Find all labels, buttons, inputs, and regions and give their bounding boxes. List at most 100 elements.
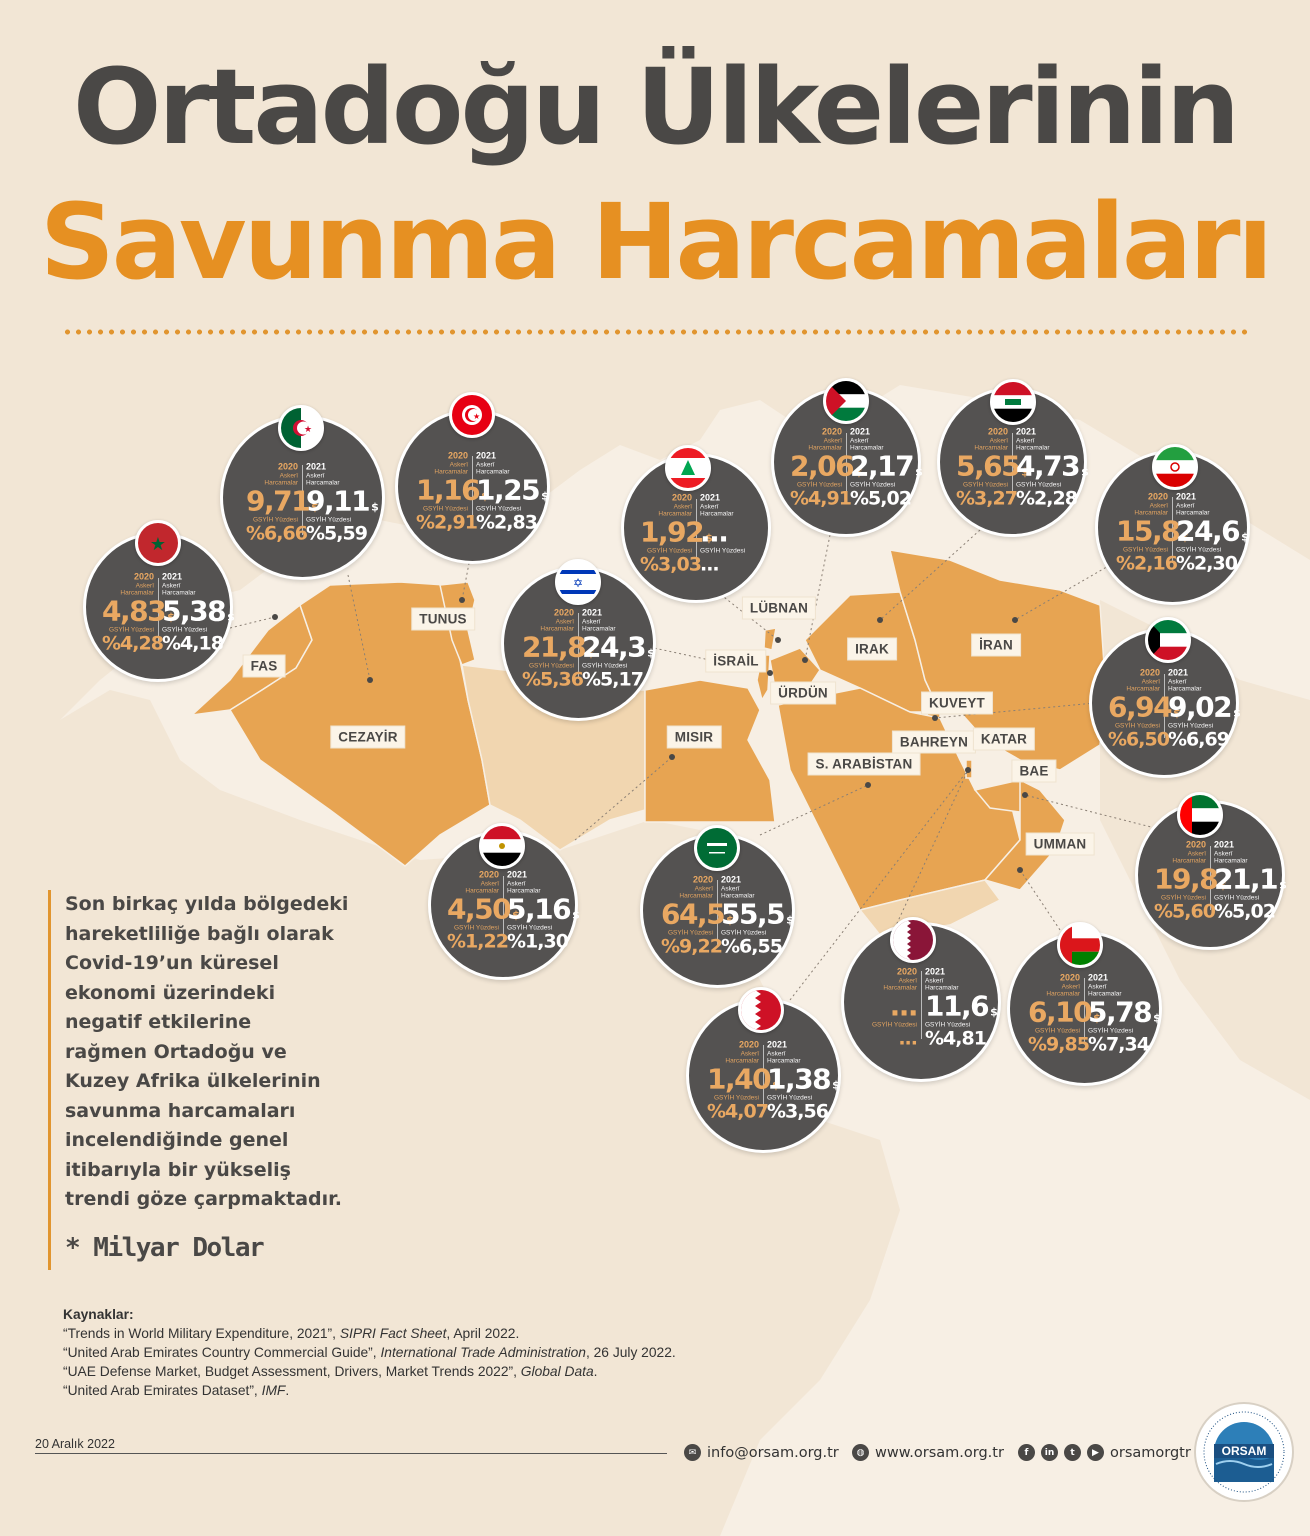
web-link[interactable]: ◍ www.orsam.org.tr (852, 1444, 1004, 1461)
jordan-flag-icon (823, 378, 869, 424)
morocco-flag-icon: ★ (135, 520, 181, 566)
saudi-flag-icon (694, 825, 740, 871)
bubble-katar: 2020 Askerî Harcamalar... GSYİH Yüzdesi...… (841, 922, 1001, 1082)
gdp-2021-value: ... (700, 553, 720, 576)
spending-2020-value: 2,06 $ (790, 449, 863, 483)
spending-2021-value: 5,16 $ (507, 892, 580, 926)
year-2021-label: 2021 (1168, 667, 1189, 678)
gdp-label: GSYİH Yüzdesi (667, 929, 713, 937)
svg-text:★: ★ (150, 534, 166, 555)
bubble-irak: 2020 Askerî Harcamalar 5,65 $ GSYİH Yüzdesi%… (937, 387, 1089, 537)
intro-line: incelendiğinde genel (65, 1129, 289, 1151)
gdp-label: GSYİH Yüzdesi (721, 929, 767, 937)
year-2020-label: 2020 (896, 966, 917, 977)
spending-label: Askerî Harcamalar (850, 437, 884, 452)
spending-2020-value: 5,65 $ (956, 449, 1029, 483)
source-item: “Trends in World Military Expenditure, 2… (63, 1326, 520, 1341)
youtube-icon[interactable]: ▶ (1087, 1444, 1104, 1461)
intro-block: Son birkaç yılda bölgedeki hareketliliğe… (48, 890, 375, 1270)
spending-label: Askerî Harcamalar (1172, 850, 1206, 865)
bubble-divider (921, 971, 922, 1039)
gdp-label: GSYİH Yüzdesi (1114, 722, 1160, 730)
gdp-2020-value: %2,16 (1116, 552, 1178, 575)
gdp-2020-value: %4,28 (102, 632, 164, 655)
label-bae: BAE (1012, 760, 1056, 782)
spending-2020-value: 19,8 $ (1154, 862, 1227, 896)
bubble-divider (302, 465, 303, 536)
bubble-divider (1210, 846, 1211, 910)
facebook-icon[interactable]: f (1018, 1444, 1035, 1461)
year-2020-label: 2020 (553, 607, 574, 618)
bubble-divider (763, 1045, 764, 1111)
spending-2020-value: 1,40 $ (707, 1062, 780, 1096)
year-2021-label: 2021 (850, 426, 871, 437)
intro-line: negatif etkilerine (65, 1011, 252, 1033)
year-2021-label: 2021 (507, 869, 528, 880)
col-2021: 2021 Askerî Harcamalar 5,38 $ GSYİH Yüzdesi%… (162, 572, 235, 655)
spending-label: Askerî Harcamalar (1016, 437, 1050, 452)
col-2020: 2020 Askerî Harcamalar 1,16 $ GSYİH Yüzdesi%… (416, 451, 489, 534)
kuwait-flag-icon (1145, 617, 1191, 663)
spending-label: Askerî Harcamalar (476, 461, 510, 476)
spending-2021-value: 21,1 $ (1214, 862, 1287, 896)
spending-label: Askerî Harcamalar (264, 472, 298, 487)
orsam-logo: ORSAM (1196, 1404, 1292, 1500)
col-2021: 2021 Askerî Harcamalar 9,11 $ GSYİH Yüzdesi%… (306, 462, 379, 545)
gdp-2021-value: %7,34 (1088, 1033, 1150, 1056)
gdp-2021-value: %5,17 (582, 668, 644, 691)
year-2020-label: 2020 (671, 492, 692, 503)
location-dots (272, 597, 1028, 873)
twitter-icon[interactable]: t (1064, 1444, 1081, 1461)
gdp-2020-value: ... (898, 1027, 918, 1050)
spending-2020-value: 15,8 $ (1116, 514, 1189, 548)
spending-2020-value: 64,5 $ (661, 897, 734, 931)
bubble-divider (1084, 978, 1085, 1044)
spending-2021-value: 24,6 $ (1176, 514, 1249, 548)
spending-2021-value: 1,25 $ (476, 473, 549, 507)
gdp-2020-value: %3,27 (956, 487, 1018, 510)
col-2020: 2020 Askerî Harcamalar 15,8 $ GSYİH Yüzdesi%… (1116, 492, 1189, 575)
algeria-flag-icon: ★ (278, 405, 324, 451)
footer-date: 20 Aralık 2022 (35, 1437, 115, 1451)
gdp-label: GSYİH Yüzdesi (252, 516, 298, 524)
spending-2021-value: 5,38 $ (162, 594, 235, 628)
col-2020: 2020 Askerî Harcamalar 21,8 $ GSYİH Yüzdesi%… (522, 607, 595, 691)
intro-line: savunma harcamaları (65, 1099, 296, 1122)
linkedin-icon[interactable]: in (1041, 1444, 1058, 1461)
oman-flag-icon (1057, 922, 1103, 968)
gdp-2021-value: %5,02 (1214, 900, 1276, 923)
spending-2021-value: 2,17 $ (850, 449, 923, 483)
bahrain-flag-icon (738, 987, 784, 1033)
svg-text:✡: ✡ (573, 576, 583, 590)
year-2020-label: 2020 (738, 1039, 759, 1050)
col-2021: 2021 Askerî Harcamalar 2,17 $ GSYİH Yüzdesi%… (850, 426, 923, 510)
col-2021: 2021 Askerî Harcamalar... GSYİH Yüzdesi... (700, 493, 752, 576)
spending-label: Askerî Harcamalar (767, 1050, 801, 1065)
year-2021-label: 2021 (721, 874, 742, 885)
gdp-label: GSYİH Yüzdesi (453, 924, 499, 932)
col-2020: 2020 Askerî Harcamalar 1,92 $ GSYİH Yüzdesi%… (640, 492, 713, 576)
col-2021: 2021 Askerî Harcamalar 1,25 $ GSYİH Yüzdesi%… (476, 451, 549, 534)
footer-divider (35, 1453, 667, 1454)
gdp-label: GSYİH Yüzdesi (1088, 1027, 1134, 1035)
email-link[interactable]: ✉ info@orsam.org.tr (684, 1444, 839, 1461)
social-links[interactable]: f in t ▶ orsamorgtr (1018, 1444, 1191, 1461)
spending-label: Askerî Harcamalar (540, 618, 574, 633)
label-irak: IRAK (848, 638, 896, 660)
egypt-flag-icon (479, 823, 525, 869)
year-2020-label: 2020 (1139, 667, 1160, 678)
label-iran: İRAN (972, 634, 1020, 656)
label-urdun: ÜRDÜN (771, 682, 835, 704)
col-2021: 2021 Askerî Harcamalar 11,6 $ GSYİH Yüzdesi%… (925, 967, 998, 1050)
spending-label: Askerî Harcamalar (725, 1050, 759, 1065)
europe-landmass (0, 0, 1310, 760)
bubble-divider (846, 433, 847, 497)
spending-label: Askerî Harcamalar (883, 977, 917, 992)
spending-2020-value: 6,94 $ (1108, 690, 1181, 724)
spending-label: Askerî Harcamalar (465, 880, 499, 895)
intro-line: Covid-19’un küresel (65, 952, 279, 974)
spending-2020-value: ... (889, 989, 919, 1023)
gdp-label: GSYİH Yüzdesi (1168, 722, 1214, 730)
gdp-label: GSYİH Yüzdesi (1016, 481, 1062, 489)
gdp-2020-value: %9,22 (661, 935, 723, 958)
